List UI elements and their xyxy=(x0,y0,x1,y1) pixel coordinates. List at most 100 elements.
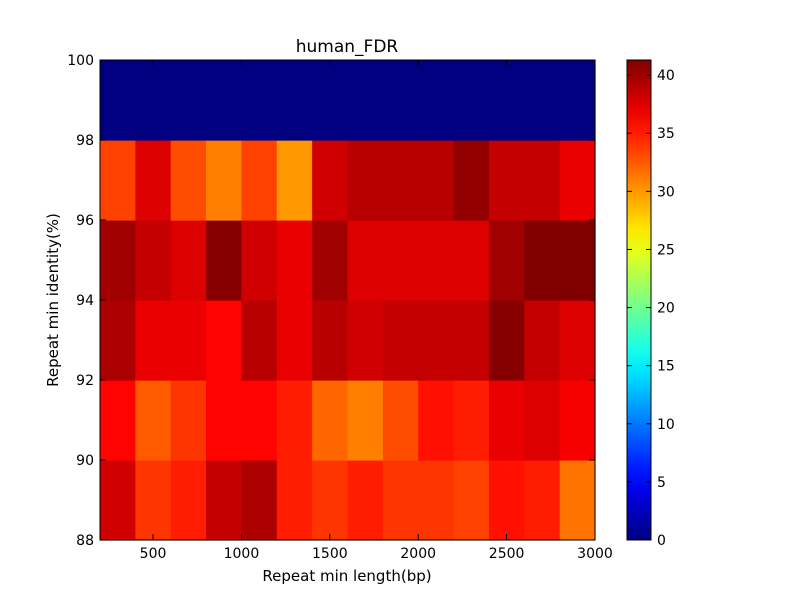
heatmap-cell xyxy=(488,460,525,541)
heatmap-cell xyxy=(276,140,313,221)
heatmap-cell xyxy=(488,380,525,461)
heatmap-cell xyxy=(347,460,384,541)
heatmap-cell xyxy=(347,60,384,141)
colorbar-tick-label: 10 xyxy=(657,417,675,433)
heatmap-cell xyxy=(488,60,525,141)
heatmap-cell xyxy=(100,60,136,141)
chart-title: human_FDR xyxy=(296,37,399,57)
heatmap-cell xyxy=(170,140,207,221)
heatmap-cell xyxy=(170,380,207,461)
heatmap-cell xyxy=(418,300,455,381)
heatmap-cell xyxy=(418,380,455,461)
colorbar-ticks: 0 5 10 15 20 25 30 35 40 xyxy=(627,68,675,549)
heatmap-cell xyxy=(524,460,561,541)
y-tick-label: 100 xyxy=(67,53,94,69)
heatmap-cell xyxy=(453,220,490,301)
heatmap-cell xyxy=(170,60,207,141)
heatmap-cell xyxy=(559,380,596,461)
colorbar-tick-label: 35 xyxy=(657,126,675,142)
y-tick-label: 96 xyxy=(76,213,94,229)
heatmap-cell xyxy=(418,140,455,221)
heatmap-cell xyxy=(382,380,419,461)
colorbar-tick-label: 5 xyxy=(657,475,666,491)
heatmap-cell xyxy=(382,460,419,541)
heatmap-cell xyxy=(135,300,172,381)
x-tick-label: 1000 xyxy=(224,546,260,562)
heatmap-cell xyxy=(206,60,243,141)
heatmap-cell xyxy=(276,380,313,461)
heatmap-cell xyxy=(453,380,490,461)
heatmap-cell xyxy=(135,380,172,461)
heatmap-cell xyxy=(312,380,349,461)
colorbar-tick-label: 20 xyxy=(657,301,675,317)
heatmap-cell xyxy=(206,140,243,221)
y-tick-label: 98 xyxy=(76,133,94,149)
heatmap-cell xyxy=(382,220,419,301)
heatmap-cell xyxy=(241,220,278,301)
heatmap-cell xyxy=(312,460,349,541)
heatmap-cell xyxy=(347,380,384,461)
heatmap-cell xyxy=(100,460,136,541)
colorbar-tick-label: 15 xyxy=(657,359,675,375)
heatmap-cell xyxy=(559,460,596,541)
heatmap-cell xyxy=(276,460,313,541)
heatmap-cell xyxy=(241,300,278,381)
colorbar-frame xyxy=(626,59,652,541)
heatmap-cell xyxy=(312,140,349,221)
heatmap-cell xyxy=(524,300,561,381)
heatmap-cell xyxy=(488,300,525,381)
heatmap-cell xyxy=(276,60,313,141)
heatmap-cell xyxy=(453,460,490,541)
heatmap-cell xyxy=(206,460,243,541)
heatmap-cell xyxy=(559,140,596,221)
heatmap-cell xyxy=(206,220,243,301)
heatmap-cell xyxy=(241,60,278,141)
x-tick-label: 1500 xyxy=(312,546,348,562)
heatmap-cell xyxy=(418,220,455,301)
heatmap-cell xyxy=(382,140,419,221)
heatmap-cell xyxy=(170,220,207,301)
heatmap-cell xyxy=(559,220,596,301)
x-tick-label: 2000 xyxy=(400,546,436,562)
colorbar-tick-label: 25 xyxy=(657,242,675,258)
heatmap-cell xyxy=(488,220,525,301)
x-tick-label: 2500 xyxy=(489,546,525,562)
heatmap-cell xyxy=(453,140,490,221)
heatmap-cell xyxy=(276,220,313,301)
heatmap-cell xyxy=(453,60,490,141)
heatmap-cell xyxy=(524,380,561,461)
heatmap-cell xyxy=(135,460,172,541)
heatmap-cell xyxy=(170,300,207,381)
heatmap-cell xyxy=(418,60,455,141)
heatmap-cell xyxy=(312,300,349,381)
heatmap-cell xyxy=(135,220,172,301)
heatmap-cell xyxy=(241,380,278,461)
heatmap-cells xyxy=(100,60,596,541)
heatmap-cell xyxy=(559,60,596,141)
heatmap-cell xyxy=(488,140,525,221)
x-tick-label: 3000 xyxy=(577,546,613,562)
heatmap-cell xyxy=(206,300,243,381)
y-tick-label: 94 xyxy=(76,293,94,309)
heatmap-cell xyxy=(524,220,561,301)
heatmap-cell xyxy=(170,460,207,541)
y-tick-label: 92 xyxy=(76,373,94,389)
heatmap-cell xyxy=(382,300,419,381)
heatmap-cell xyxy=(347,140,384,221)
heatmap-cell xyxy=(312,60,349,141)
colorbar-tick-label: 30 xyxy=(657,184,675,200)
colorbar-tick-label: 40 xyxy=(657,68,675,84)
heatmap-cell xyxy=(135,140,172,221)
colorbar xyxy=(627,60,651,540)
y-tick-label: 88 xyxy=(76,533,94,549)
heatmap-cell xyxy=(524,60,561,141)
heatmap-cell xyxy=(100,300,136,381)
heatmap-cell xyxy=(524,140,561,221)
colorbar-tick-label: 0 xyxy=(657,533,666,549)
heatmap-cell xyxy=(418,460,455,541)
heatmap-cell xyxy=(100,220,136,301)
x-axis-label: Repeat min length(bp) xyxy=(262,567,431,585)
heatmap-cell xyxy=(347,300,384,381)
heatmap-cell xyxy=(100,380,136,461)
